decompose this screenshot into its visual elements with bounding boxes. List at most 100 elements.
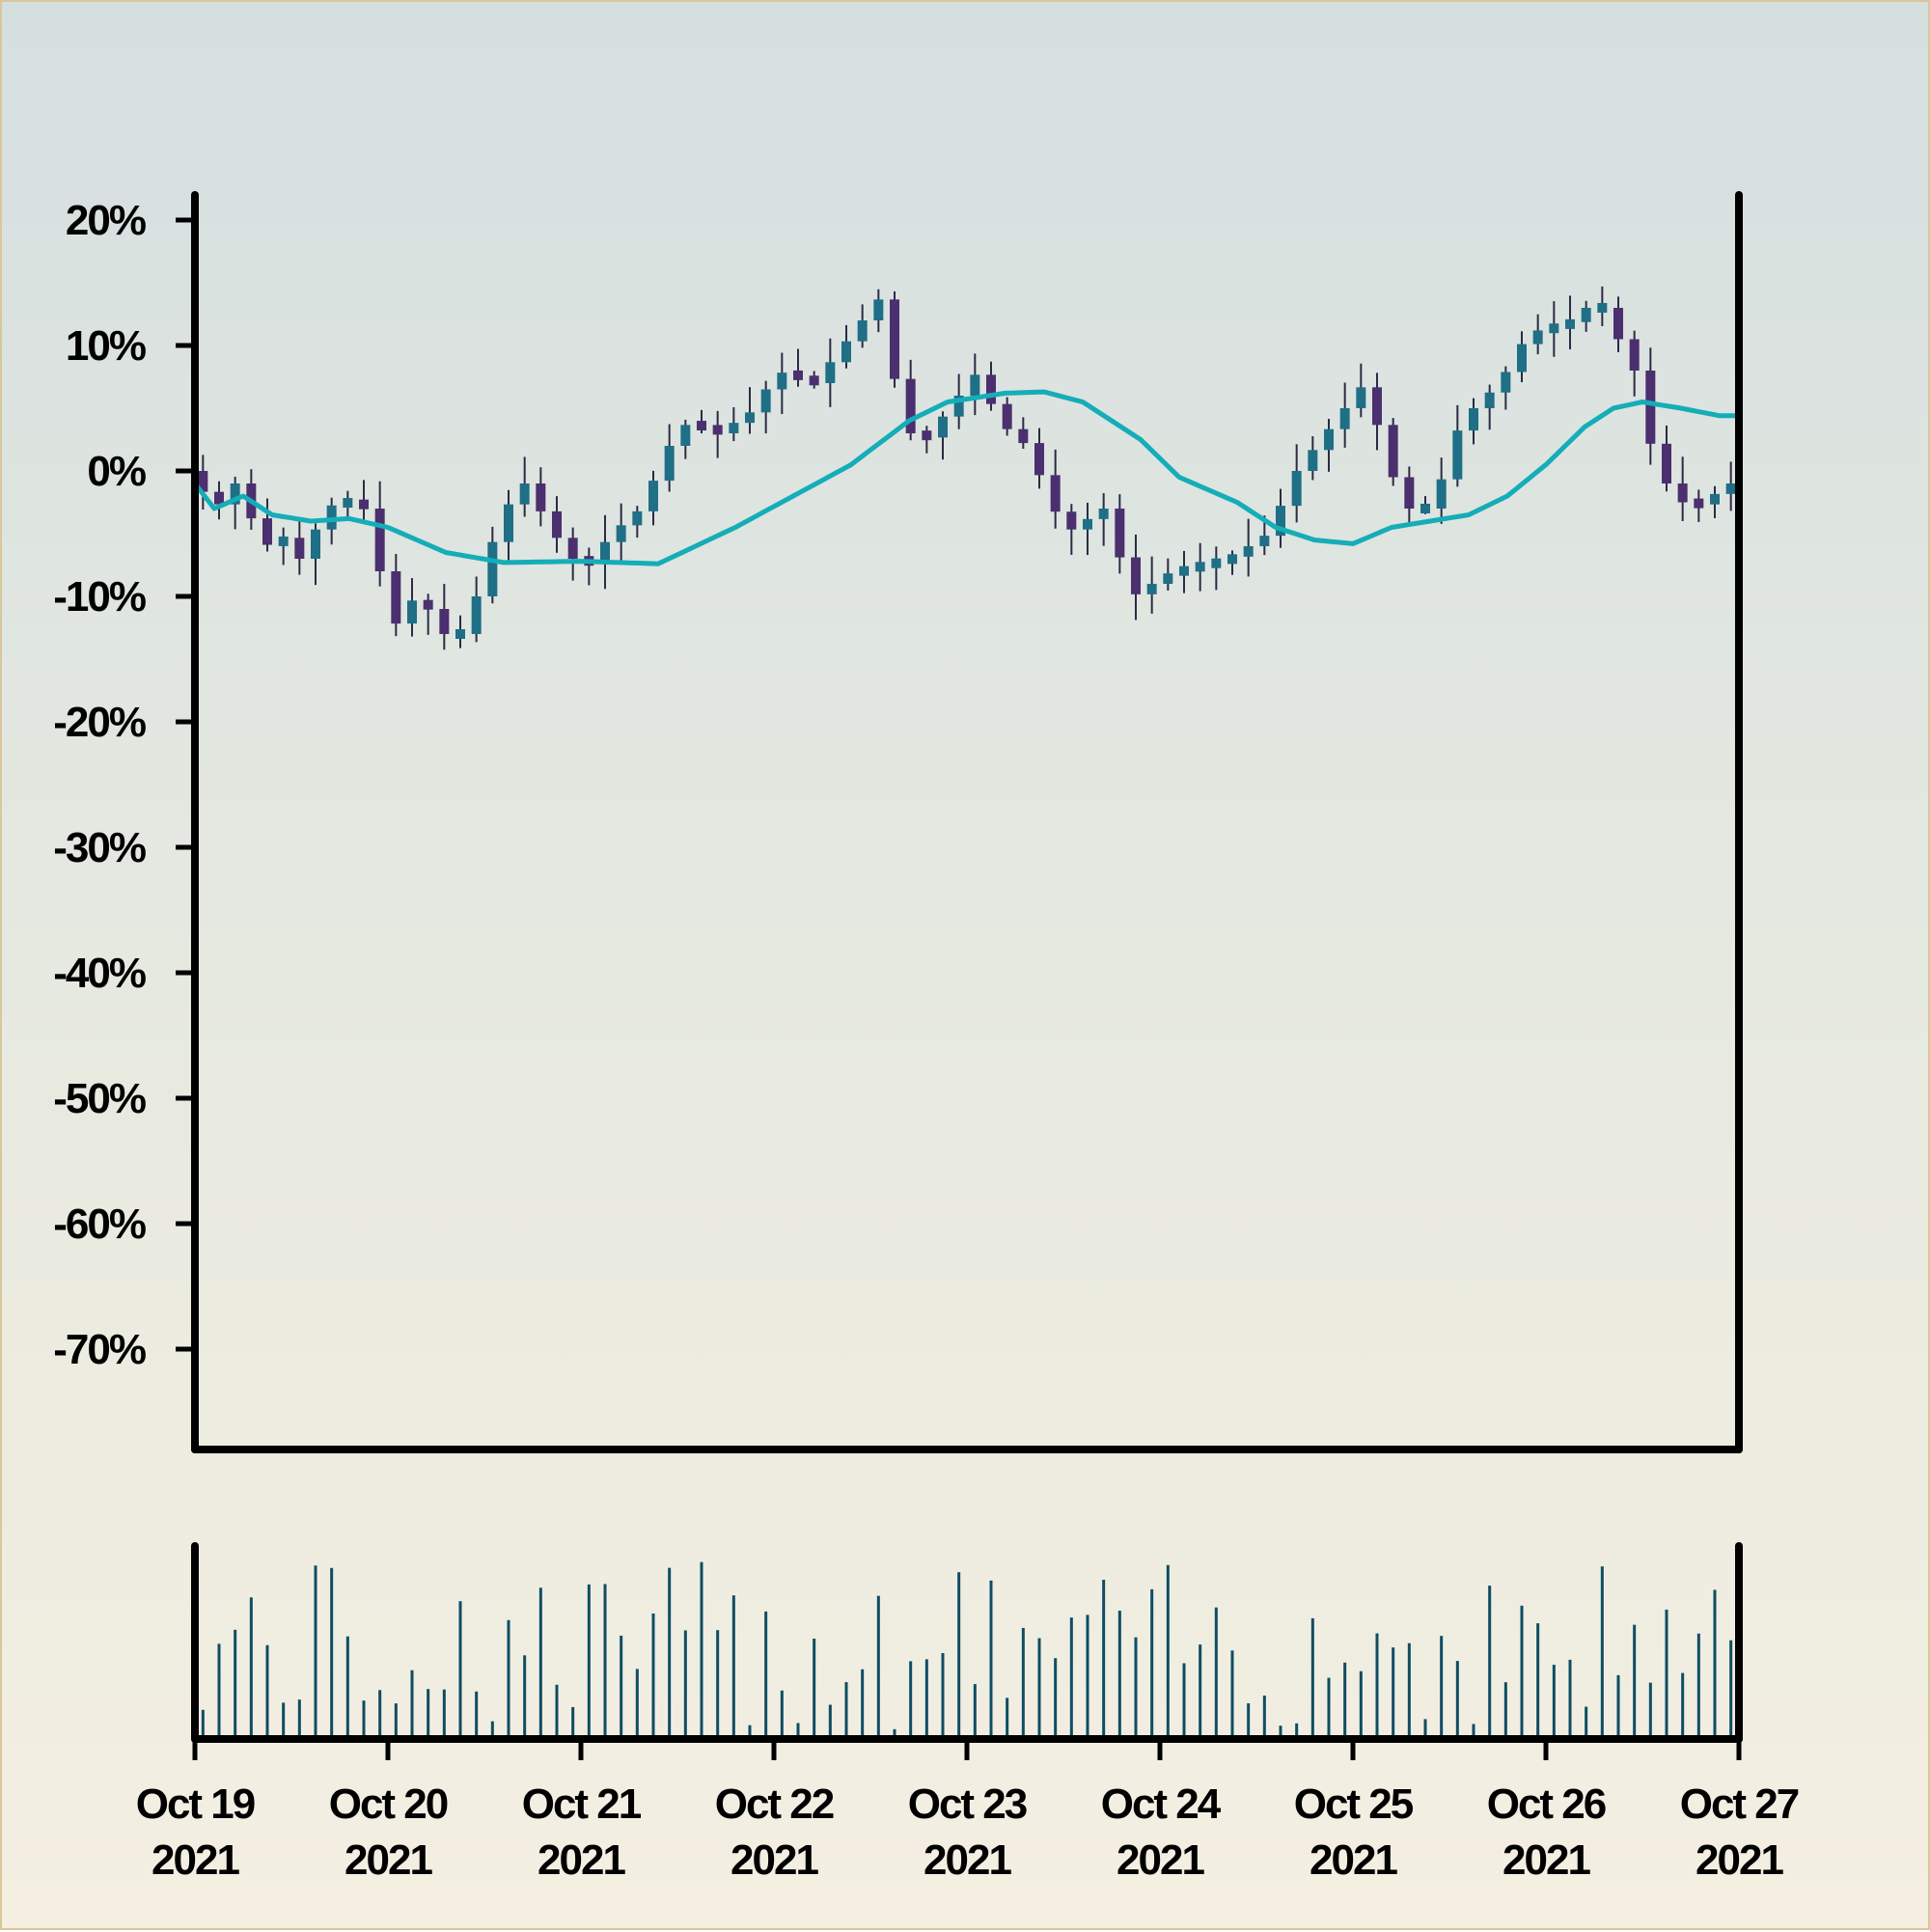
volume-bar: [683, 1630, 687, 1739]
volume-bar: [1150, 1588, 1154, 1739]
candle-body: [970, 374, 980, 396]
candle-body: [343, 498, 353, 509]
candle-body: [1356, 387, 1366, 408]
candle-body: [504, 504, 513, 542]
candle-body: [487, 541, 498, 596]
volume-bar: [813, 1639, 816, 1739]
volume-bar: [1006, 1697, 1009, 1739]
volume-bar: [603, 1584, 607, 1739]
candle-body: [1163, 573, 1173, 584]
candle-body: [632, 511, 643, 526]
candle-body: [1179, 566, 1189, 576]
candle-body: [1002, 403, 1012, 429]
candle-body: [278, 536, 289, 546]
volume-bar: [427, 1689, 430, 1739]
candle-body: [1050, 475, 1061, 512]
candle-body: [262, 518, 272, 545]
candle-body: [198, 471, 208, 492]
candle-body: [1549, 323, 1559, 334]
y-tick-label: -70%: [53, 1326, 146, 1373]
candle-body: [294, 538, 305, 559]
candle-body: [1308, 450, 1318, 471]
candle-body: [359, 499, 369, 510]
candle-body: [1710, 493, 1720, 505]
volume-bar: [1086, 1615, 1089, 1739]
volume-bar: [764, 1611, 768, 1739]
volume-bar: [1407, 1642, 1411, 1739]
candle-body: [890, 299, 899, 379]
y-tick-label: -60%: [53, 1201, 146, 1248]
volume-bar: [1552, 1665, 1556, 1739]
volume-bar: [828, 1704, 832, 1739]
volume-bar: [1696, 1633, 1700, 1739]
candle-body: [1034, 443, 1044, 476]
candle-body: [986, 374, 996, 404]
volume-bar: [1262, 1695, 1266, 1739]
candle-body: [712, 425, 723, 435]
candle-body: [1259, 536, 1270, 546]
volume-bar: [1247, 1703, 1251, 1739]
volume-bar: [394, 1703, 398, 1739]
x-tick-label: Oct 26: [1487, 1780, 1606, 1828]
y-tick-label: 20%: [66, 197, 146, 244]
candle-body: [857, 320, 868, 342]
x-tick-label: Oct 27: [1680, 1780, 1799, 1828]
x-tick-year-label: 2021: [924, 1836, 1011, 1884]
volume-bar: [1279, 1725, 1282, 1739]
candle-body: [567, 538, 578, 559]
candle-body: [1066, 511, 1077, 530]
volume-bar: [1375, 1633, 1379, 1739]
x-tick-year-label: 2021: [538, 1836, 625, 1884]
candle-body: [1532, 330, 1543, 345]
volume-bar: [458, 1601, 462, 1739]
volume-bar: [249, 1597, 253, 1739]
candle-body: [1211, 558, 1222, 568]
volume-bar: [1503, 1682, 1507, 1739]
y-tick-label: -40%: [53, 950, 146, 997]
volume-bar: [620, 1635, 623, 1739]
candle-body: [1115, 509, 1125, 558]
candle-body: [1018, 428, 1029, 444]
candle-body: [519, 483, 530, 505]
candle-body: [1694, 498, 1704, 509]
volume-bar: [957, 1572, 961, 1739]
volume-bar: [1102, 1579, 1106, 1739]
candle-body: [1227, 554, 1237, 565]
candle-body: [1677, 483, 1688, 503]
candle-body: [1291, 471, 1302, 507]
candle-body: [1372, 387, 1382, 426]
candle-body: [873, 299, 884, 320]
candle-body: [1420, 504, 1430, 513]
volume-bar: [1343, 1662, 1347, 1739]
volume-bar: [314, 1565, 317, 1739]
candles-group: [198, 286, 1736, 650]
candle-body: [1565, 318, 1575, 329]
volume-bar: [861, 1669, 865, 1739]
candle-body: [616, 525, 626, 542]
candle-body: [600, 541, 610, 564]
volume-bar: [1230, 1650, 1234, 1739]
candle-body: [1276, 506, 1285, 537]
volume-bar: [668, 1567, 672, 1739]
candle-body: [648, 481, 658, 511]
x-tick-label: Oct 25: [1294, 1780, 1414, 1828]
volume-bar: [217, 1643, 221, 1739]
volume-bar: [442, 1689, 446, 1739]
candle-body: [391, 571, 401, 624]
volume-bar: [1423, 1719, 1427, 1739]
y-tick-label: -30%: [53, 824, 146, 871]
candle-body: [1469, 408, 1478, 431]
candle-body: [697, 421, 706, 431]
candle-body: [777, 373, 787, 390]
x-tick-year-label: 2021: [1310, 1836, 1397, 1884]
x-tick-year-label: 2021: [345, 1836, 432, 1884]
candle-body: [1436, 479, 1447, 509]
volume-bar: [973, 1684, 977, 1739]
volume-bar: [1585, 1706, 1588, 1739]
volume-bar: [1392, 1647, 1395, 1739]
candle-body: [311, 529, 320, 559]
moving-average-line: [193, 389, 1739, 566]
candle-body: [1725, 483, 1736, 494]
candle-body: [953, 396, 964, 417]
volume-bar: [796, 1723, 800, 1739]
